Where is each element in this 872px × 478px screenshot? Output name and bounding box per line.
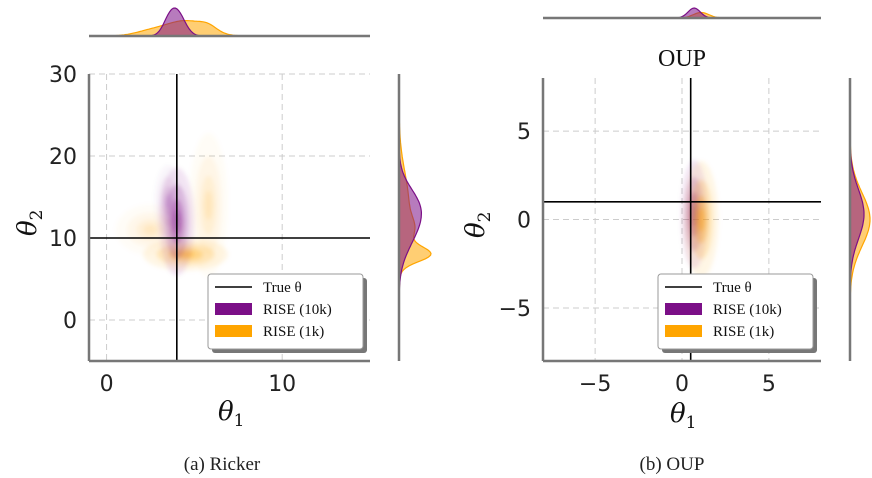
plot-area-oup: −5 0 5 −5 0 5 — [499, 78, 821, 397]
top-marginal-rise-1k — [89, 20, 370, 37]
density-contour — [165, 193, 171, 209]
x-tick-label: 10 — [268, 372, 296, 397]
y-tick-label: 30 — [49, 63, 77, 88]
legend-label-rise-1k: RISE (1k) — [713, 324, 774, 340]
right-marginal-ricker — [397, 74, 432, 361]
y-axis-label-ricker: θ2 — [13, 210, 47, 236]
top-marginal-rise-10k — [543, 7, 821, 19]
top-marginal-oup — [543, 7, 821, 20]
tick-labels-oup: −5 0 5 −5 0 5 — [499, 120, 776, 397]
y-tick-label: 20 — [49, 145, 77, 170]
top-marginal-ricker — [89, 7, 370, 38]
x-tick-label: −5 — [579, 372, 611, 397]
legend-label-true-theta: True θ — [263, 280, 302, 296]
top-marginal-rise-10k — [89, 7, 370, 37]
plot-area-ricker: 0 10 0 10 20 30 — [49, 63, 370, 397]
legend-ricker: True θ RISE (10k) RISE (1k) — [207, 273, 367, 353]
chart-title-oup: OUP — [658, 46, 706, 72]
legend-swatch-rise-1k — [665, 325, 702, 337]
density-contour — [143, 224, 158, 235]
density-rise-1k — [683, 161, 719, 278]
density-contour — [204, 190, 213, 220]
x-tick-label: 5 — [762, 372, 776, 397]
right-marginal-rise-10k — [849, 78, 865, 361]
legend-swatch-rise-1k — [215, 325, 252, 337]
legend-swatch-rise-10k — [215, 303, 252, 315]
caption-ricker: (a) Ricker — [184, 454, 261, 475]
y-tick-label: 5 — [517, 120, 531, 145]
panel-ricker: 0 10 0 10 20 30 True θ RISE (10k) RISE (1k) θ… — [13, 7, 432, 475]
legend-label-rise-10k: RISE (10k) — [263, 302, 332, 318]
y-axis-label-oup: θ2 — [461, 212, 495, 238]
legend-label-true-theta: True θ — [713, 280, 752, 296]
y-tick-label: −5 — [499, 297, 531, 322]
legend-oup: True θ RISE (10k) RISE (1k) — [657, 273, 817, 353]
x-tick-label: 0 — [675, 372, 689, 397]
right-marginal-rise-10k — [398, 74, 422, 361]
density-contour — [697, 207, 705, 232]
x-axis-label-oup: θ1 — [670, 399, 696, 433]
legend-swatch-rise-10k — [665, 303, 702, 315]
panel-oup: OUP −5 0 5 −5 0 5 True θ RISE (10k) RISE (1k)… — [461, 7, 871, 475]
x-axis-label-ricker: θ1 — [218, 397, 244, 431]
x-tick-label: 0 — [100, 372, 114, 397]
y-tick-label: 0 — [63, 309, 77, 334]
right-marginal-oup — [848, 78, 871, 361]
legend-label-rise-10k: RISE (10k) — [713, 302, 782, 318]
tick-labels-ricker: 0 10 0 10 20 30 — [49, 63, 296, 397]
y-tick-label: 10 — [49, 227, 77, 252]
y-tick-label: 0 — [517, 209, 531, 234]
caption-oup: (b) OUP — [640, 454, 705, 475]
legend-label-rise-1k: RISE (1k) — [263, 324, 324, 340]
